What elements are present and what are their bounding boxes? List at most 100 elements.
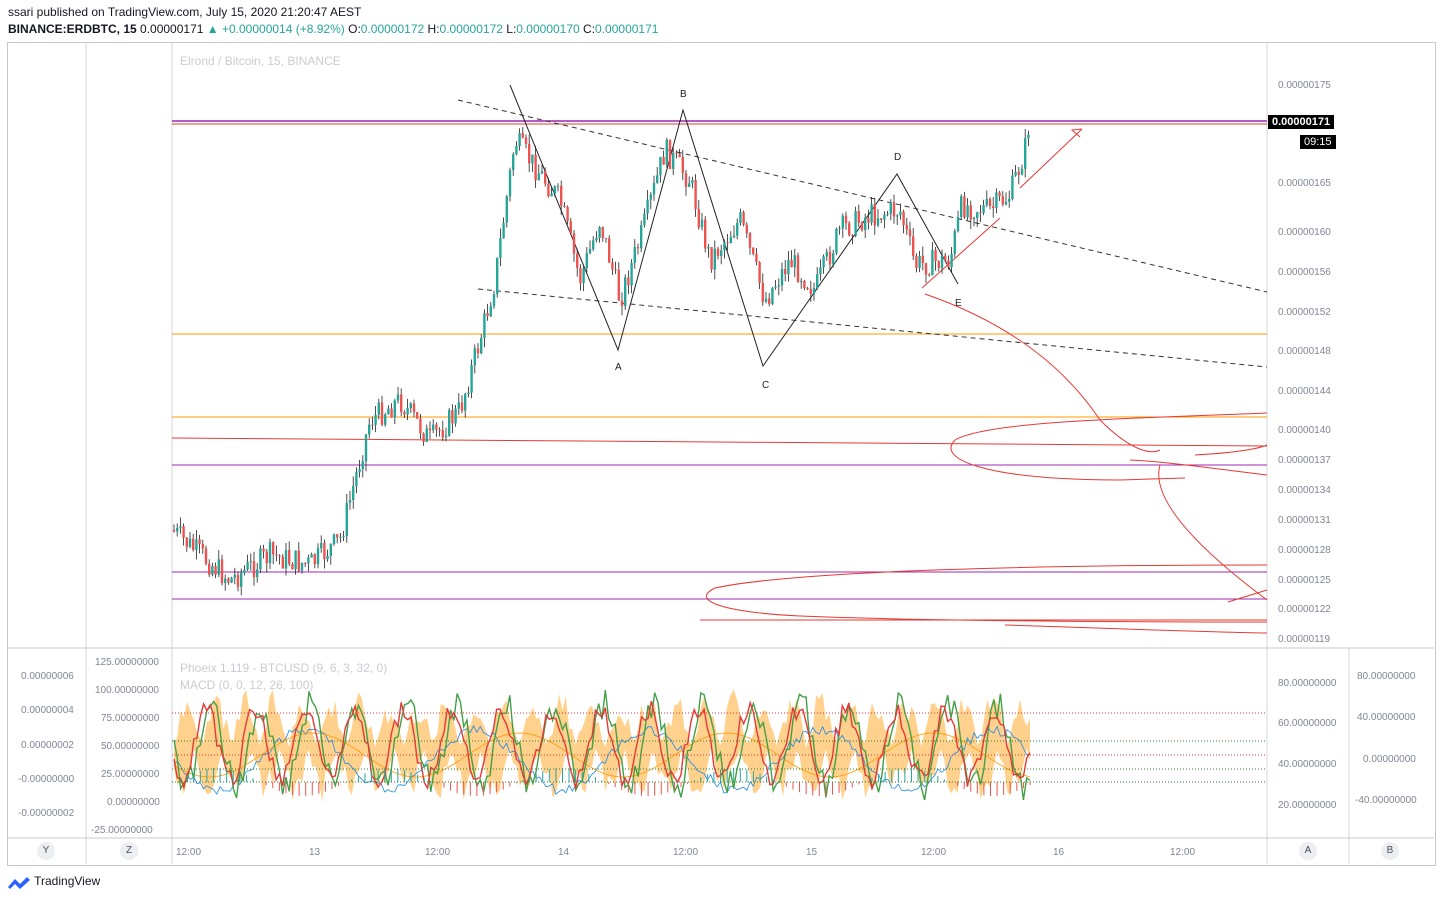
- candle-body: [755, 253, 758, 262]
- price-tick: 0.00000125: [1278, 575, 1331, 586]
- candle-body: [268, 542, 272, 564]
- candle-body: [972, 217, 976, 220]
- candle-body: [406, 407, 409, 415]
- candle-body: [697, 209, 700, 228]
- osc-tick: 0.00000002: [21, 740, 74, 751]
- b-axis-button[interactable]: B: [1381, 842, 1399, 860]
- low-label: L:: [506, 22, 517, 36]
- candle-body: [694, 179, 697, 210]
- time-tick: 12:00: [921, 847, 947, 858]
- candle-body: [953, 231, 956, 254]
- candle-body: [684, 173, 688, 187]
- candle-body: [403, 412, 406, 415]
- current-price-tag: 0.00000171: [1268, 115, 1335, 129]
- oscillator-trace: [173, 724, 1031, 795]
- osc-tick: 40.00000000: [1357, 712, 1416, 723]
- candle-body: [825, 251, 828, 257]
- candle-body: [1020, 168, 1024, 175]
- candle-body: [422, 433, 425, 442]
- candle-body: [1017, 171, 1020, 175]
- candle-body: [214, 566, 217, 575]
- candle-body: [556, 185, 560, 187]
- candle-body: [390, 408, 393, 418]
- candle-body: [969, 205, 972, 220]
- candle-body: [579, 267, 582, 284]
- pattern-label-b: B: [680, 89, 687, 100]
- candle-body: [771, 287, 774, 304]
- candle-body: [758, 261, 761, 283]
- symbol-name[interactable]: BINANCE:ERDBTC, 15: [8, 22, 137, 36]
- candle-body: [345, 502, 348, 537]
- osc-tick: 80.00000000: [1278, 678, 1337, 689]
- osc-tick: 100.00000000: [95, 685, 159, 696]
- candle-body: [323, 542, 326, 560]
- candle-body: [284, 550, 288, 569]
- candle-body: [534, 154, 537, 181]
- candle-body: [204, 548, 208, 564]
- z-axis-button[interactable]: Z: [120, 842, 138, 860]
- candle-body: [486, 313, 489, 317]
- candle-body: [745, 224, 748, 234]
- candle-body: [371, 424, 374, 426]
- candle-body: [176, 527, 179, 532]
- candle-body: [790, 259, 793, 268]
- candle-body: [198, 539, 201, 544]
- candle-body: [297, 550, 300, 571]
- candle-body: [912, 236, 915, 256]
- candle-body: [675, 152, 678, 154]
- candle-body: [185, 537, 188, 547]
- candle-body: [310, 554, 313, 558]
- candle-body: [681, 156, 684, 174]
- y-axis-button[interactable]: Y: [37, 842, 55, 860]
- candle-body: [716, 248, 720, 257]
- candle-body: [441, 430, 444, 438]
- candle-body: [489, 306, 492, 317]
- candle-body: [976, 212, 979, 218]
- candle-body: [1008, 198, 1011, 202]
- a-axis-button[interactable]: A: [1299, 842, 1317, 860]
- tradingview-logo[interactable]: TradingView: [7, 874, 100, 889]
- candle-body: [992, 206, 995, 208]
- candle-body: [656, 175, 659, 183]
- osc-indicator-title[interactable]: Phoeix 1.119 - BTCUSD (9, 6, 3, 32, 0): [180, 661, 388, 675]
- candle-body: [496, 257, 499, 295]
- candle-body: [889, 202, 892, 214]
- candle-body: [588, 248, 592, 254]
- tradingview-brand: TradingView: [34, 874, 101, 888]
- candle-body: [320, 542, 323, 549]
- candle-body: [377, 402, 380, 415]
- price-tick: 0.00000152: [1278, 307, 1331, 318]
- candle-body: [1001, 196, 1004, 205]
- candle-body: [723, 242, 726, 251]
- candle-body: [457, 402, 460, 409]
- candle-body: [876, 218, 880, 226]
- candle-body: [710, 247, 713, 270]
- macd-indicator-title[interactable]: MACD (0, 0, 12, 26, 100): [180, 678, 314, 692]
- candle-body: [540, 171, 544, 174]
- candle-body: [451, 410, 454, 424]
- candle-body: [768, 298, 771, 304]
- candle-body: [275, 554, 278, 556]
- osc-tick: 0.00000006: [21, 671, 74, 682]
- candle-body: [230, 577, 233, 583]
- candle-body: [956, 217, 960, 232]
- candle-body: [316, 548, 320, 565]
- candle-body: [662, 157, 665, 165]
- candle-body: [752, 247, 755, 254]
- candle-body: [396, 394, 400, 401]
- candle-body: [748, 233, 752, 248]
- pattern-label-c: C: [762, 380, 770, 391]
- candle-body: [278, 555, 281, 557]
- tradingview-logo-icon: [8, 876, 30, 889]
- candle-body: [940, 255, 944, 269]
- candle-body: [563, 205, 566, 207]
- candle-body: [707, 247, 710, 249]
- candle-body: [438, 429, 441, 431]
- osc-tick: 0.00000004: [21, 705, 74, 716]
- candle-body: [518, 133, 521, 147]
- candle-body: [412, 403, 416, 413]
- price-tick: 0.00000156: [1278, 267, 1331, 278]
- pattern-label-a: A: [615, 362, 622, 373]
- candle-body: [742, 212, 745, 225]
